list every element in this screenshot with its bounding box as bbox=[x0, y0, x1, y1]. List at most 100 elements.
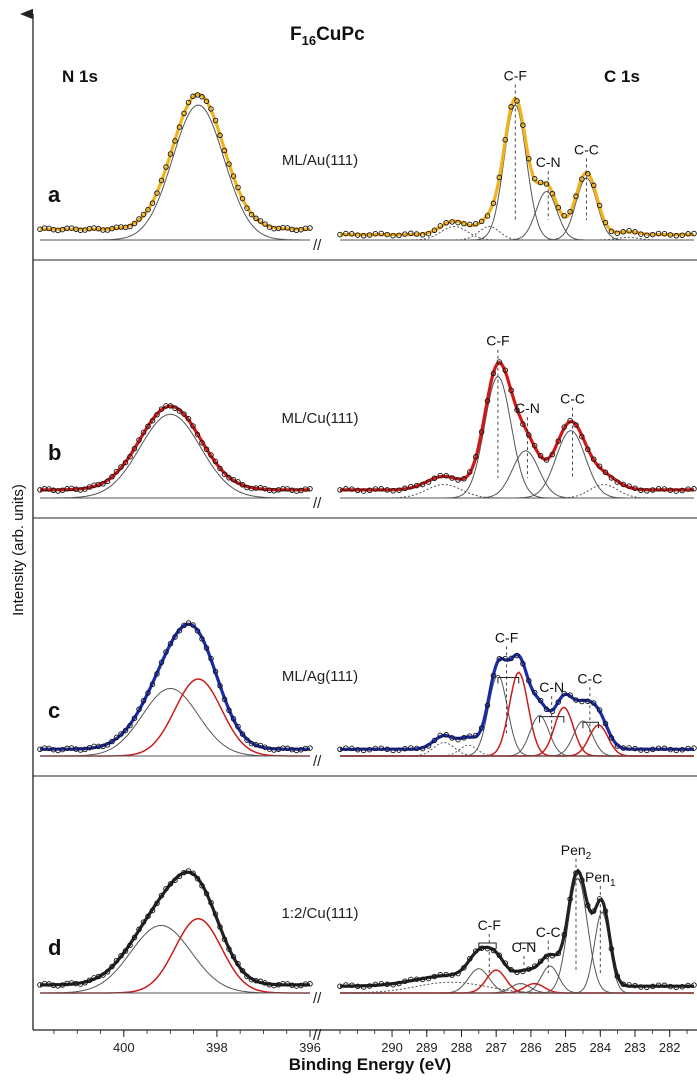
c1s-b-data-point bbox=[673, 488, 680, 494]
c1s-c-data-point bbox=[372, 745, 379, 752]
c1s-d-data-point bbox=[573, 870, 579, 876]
panel-letter: b bbox=[48, 440, 61, 465]
n1s-tick-label: 400 bbox=[113, 1040, 135, 1055]
c1s-b-data-point bbox=[685, 486, 691, 492]
peak-label: Pen2 bbox=[561, 842, 592, 862]
c1s-b-data-point bbox=[596, 463, 603, 469]
n1s-b-data-point bbox=[199, 439, 205, 446]
n1s-a-data-point bbox=[145, 206, 151, 213]
n1s-c-data-point bbox=[82, 746, 88, 753]
c1s-c-data-point bbox=[490, 672, 497, 679]
n1s-b-data-point bbox=[185, 416, 192, 422]
c1s-b-data-point bbox=[590, 456, 597, 462]
n1s-d-data-point bbox=[131, 934, 138, 941]
c1s-d-data-point bbox=[337, 983, 343, 989]
c1s-d-data-point bbox=[449, 972, 455, 978]
n1s-b-data-point bbox=[307, 486, 313, 492]
axis-break-mark: // bbox=[313, 990, 322, 1007]
n1s-c-component-2 bbox=[40, 678, 310, 757]
n1s-d-data-point bbox=[203, 890, 210, 897]
plot-area: aML/Au(111)//C-FC-NC-CbML/Cu(111)//C-FC-… bbox=[37, 67, 697, 1007]
c1s-c-data-point bbox=[531, 689, 538, 696]
c1s-a-data-point bbox=[543, 181, 550, 187]
c1s-b-data-point bbox=[661, 486, 668, 492]
n1s-b-data-point bbox=[230, 476, 237, 483]
c1s-b-data-point bbox=[549, 451, 556, 458]
n1s-d-data-point bbox=[185, 868, 192, 874]
n1s-a-data-point bbox=[262, 221, 268, 227]
n1s-b-data-point bbox=[190, 423, 196, 429]
c1s-a-data-point bbox=[472, 221, 479, 227]
n1s-b-fit-envelope bbox=[40, 404, 310, 492]
c1s-d-data-point bbox=[679, 984, 685, 990]
c1s-d-data-point bbox=[596, 896, 603, 902]
n1s-a-data-point bbox=[307, 225, 313, 231]
panel-a: a ML/Au(111) // C-F C-N C-C bbox=[37, 67, 697, 254]
n1s-c-data-point bbox=[199, 636, 205, 642]
c1s-c-data-point bbox=[413, 745, 420, 752]
n1s-d-data-point bbox=[244, 973, 250, 980]
n1s-a-data-point bbox=[203, 98, 210, 104]
c1s-c-data-point bbox=[514, 652, 520, 659]
c1s-d-data-point bbox=[514, 969, 520, 976]
c1s-b-data-point bbox=[408, 483, 414, 490]
c1s-a-data-point bbox=[661, 230, 668, 237]
c1s-b-data-point bbox=[425, 479, 432, 485]
c1s-c-data-point bbox=[431, 737, 438, 744]
n1s-d-data-points bbox=[37, 868, 313, 989]
c1s-b-data-point bbox=[354, 487, 361, 494]
n1s-c-data-point bbox=[226, 707, 232, 714]
n1s-a-data-point bbox=[248, 211, 255, 218]
c1s-b-data-point bbox=[413, 482, 420, 489]
n1s-d-data-point bbox=[230, 953, 237, 960]
c1s-d-data-point bbox=[555, 950, 562, 957]
c1s-c-data-point bbox=[390, 747, 396, 754]
c1s-c-data-point bbox=[632, 745, 638, 752]
n1s-c-data-point bbox=[185, 620, 192, 626]
c1s-a-data-point bbox=[402, 231, 408, 237]
c1s-c-data-point bbox=[496, 656, 503, 662]
c1s-c-data-point bbox=[396, 747, 402, 753]
n1s-b-data-point bbox=[131, 445, 138, 452]
c1s-b-data-point bbox=[443, 472, 449, 479]
n1s-b-data-point bbox=[149, 417, 156, 424]
c1s-d-data-point bbox=[644, 984, 650, 991]
c1s-c-component-2 bbox=[340, 671, 694, 757]
n1s-c-data-point bbox=[244, 737, 250, 743]
n1s-b-data-point bbox=[100, 481, 106, 487]
n1s-c-data-point bbox=[221, 696, 228, 703]
c1s-a-data-point bbox=[354, 232, 361, 238]
c1s-a-data-point bbox=[425, 230, 432, 237]
n1s-d-data-point bbox=[208, 899, 214, 906]
c1s-d-data-point bbox=[655, 982, 662, 988]
n1s-b-data-point bbox=[145, 423, 151, 430]
c1s-a-data-point bbox=[461, 220, 467, 227]
n1s-a-data-point bbox=[230, 173, 237, 179]
c1s-b-data-point bbox=[484, 398, 491, 404]
sample-label: ML/Ag(111) bbox=[282, 668, 358, 685]
c1s-c-data-point bbox=[508, 655, 514, 662]
c1s-a-data-point bbox=[537, 179, 544, 186]
c1s-c-data-point bbox=[478, 725, 485, 731]
c1s-a-data-point bbox=[437, 223, 444, 229]
sample-label: 1:2/Cu(111) bbox=[282, 905, 359, 922]
c1s-b-data-point bbox=[360, 488, 367, 494]
n1s-b-data-point bbox=[235, 479, 241, 485]
c1s-b-data-point bbox=[478, 429, 485, 435]
n1s-d-data-point bbox=[172, 877, 178, 883]
c1s-c-data-point bbox=[543, 706, 550, 713]
n1s-a-data-point bbox=[127, 223, 133, 230]
n1s-a-data-point bbox=[244, 205, 250, 211]
n1s-a-data-point bbox=[199, 94, 205, 100]
n1s-b-data-point bbox=[172, 405, 178, 411]
n1s-b-data-point bbox=[118, 464, 124, 470]
c1s-d-data-point bbox=[590, 908, 597, 914]
c1s-d-data-point bbox=[685, 982, 691, 989]
c1s-a-data-point bbox=[667, 232, 674, 238]
c1s-b-data-point bbox=[626, 483, 632, 489]
n1s-b-data-point bbox=[176, 408, 183, 414]
c1s-c-data-point bbox=[437, 732, 444, 739]
c1s-c-data-point bbox=[378, 745, 385, 751]
n1s-c-data-point bbox=[113, 734, 120, 741]
